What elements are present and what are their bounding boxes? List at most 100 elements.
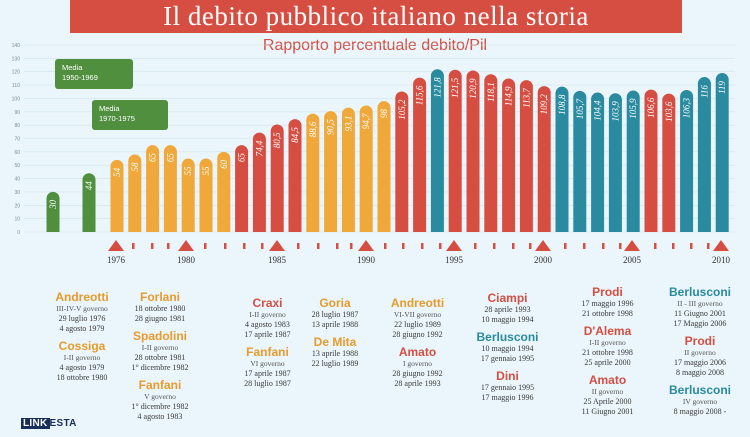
bar: 121,5 [449, 70, 462, 232]
term-date: 8 maggio 2008 [655, 368, 745, 378]
timeline-dash [619, 243, 622, 249]
prime-minister-name: Amato [370, 345, 465, 359]
timeline-dash [151, 243, 154, 249]
term-date: 28 luglio 1987 [300, 310, 370, 320]
timeline-dash [421, 243, 424, 249]
bar-value-label: 93,1 [343, 116, 353, 132]
y-axis-ticks: 0102030405060708090100110120130140 [12, 43, 21, 236]
government-number: I governo [370, 359, 465, 369]
prime-minister-name: Craxi [225, 296, 310, 310]
timeline-marker [446, 240, 462, 251]
bar-value-label: 114,9 [504, 86, 514, 106]
prime-minister-name: Berlusconi [655, 383, 745, 397]
government-number: II governo [560, 387, 655, 397]
government-number: I-II governo [110, 343, 210, 353]
term-date: 17 Maggio 2006 [655, 319, 745, 329]
term-date: 25 aprile 2000 [560, 358, 655, 368]
bar-value-label: 118,1 [486, 82, 496, 102]
prime-minister-name: Prodi [655, 334, 745, 348]
timeline-dash [317, 243, 320, 249]
bar: 121,8 [431, 69, 444, 232]
legend-period: 1970-1975 [99, 114, 161, 124]
year-label: 2000 [534, 255, 553, 265]
prime-minister-name: De Mita [300, 335, 370, 349]
timeline-dash [564, 243, 567, 249]
timeline-marker [269, 240, 285, 251]
term-date: 22 luglio 1989 [370, 320, 465, 330]
bar: 58 [128, 155, 141, 232]
bar: 105,2 [395, 91, 408, 232]
bar: 55 [182, 159, 195, 232]
year-label: 1980 [177, 255, 196, 265]
legend-period: 1950-1969 [62, 73, 126, 83]
term-date: 17 gennaio 1995 [465, 354, 550, 364]
term-date: 11 Giugno 2001 [560, 407, 655, 417]
bar-value-label: 80,5 [272, 132, 282, 148]
bar-value-label: 60 [219, 159, 229, 169]
term-date: 21 ottobre 1998 [560, 309, 655, 319]
term-date: 17 aprile 1987 [225, 369, 310, 379]
page-title: Il debito pubblico italiano nella storia [70, 0, 682, 33]
y-tick-label: 140 [12, 43, 21, 49]
timeline-dash [384, 243, 387, 249]
timeline-dash [512, 243, 515, 249]
government-column: Andreotti VI-VII governo 22 luglio 1989 28 … [370, 296, 465, 389]
term-date: 28 aprile 1993 [370, 379, 465, 389]
bar: 105,9 [627, 91, 640, 232]
legend-average-1970-1975: Media 1970-1975 [92, 100, 168, 130]
bar: 65 [235, 145, 248, 232]
term-date: 11 Giugno 2001 [655, 309, 745, 319]
bar: 103,9 [609, 93, 622, 232]
linkiesta-logo: LINK ESTA [21, 418, 77, 429]
bar-value-label: 54 [112, 167, 122, 177]
bar-value-label: 88,6 [308, 121, 318, 137]
bar-value-label: 115,6 [415, 85, 425, 105]
y-tick-label: 130 [12, 56, 21, 62]
timeline-dash [336, 243, 339, 249]
bar-value-label: 103,9 [610, 101, 620, 122]
bar-value-label: 105,2 [397, 99, 407, 120]
prime-minister-name: Spadolini [110, 329, 210, 343]
logo-box-text: LINK [21, 418, 50, 429]
government-number: II - III governo [655, 299, 745, 309]
term-date: 21 ottobre 1998 [560, 348, 655, 358]
bar-value-label: 106,3 [682, 98, 692, 119]
government-number: I-II governo [560, 338, 655, 348]
y-tick-label: 100 [12, 96, 21, 102]
bar-shape [378, 101, 391, 232]
term-date: 4 agosto 1983 [110, 412, 210, 422]
timeline-dash [224, 243, 227, 249]
bar-shape [47, 192, 60, 232]
timeline-dash [690, 243, 693, 249]
timeline-dash [654, 243, 657, 249]
prime-minister-name: Andreotti [370, 296, 465, 310]
legend-label: Media [99, 104, 161, 114]
prime-minister-name: Forlani [110, 290, 210, 304]
bar: 118,1 [484, 74, 497, 232]
timeline-dash [243, 243, 246, 249]
term-date: 13 aprile 1988 [300, 320, 370, 330]
year-label: 2005 [623, 255, 642, 265]
prime-minister-name: Fanfani [225, 345, 310, 359]
year-label: 1995 [445, 255, 464, 265]
bar: 84,5 [289, 119, 302, 232]
bar: 104,4 [591, 93, 604, 232]
government-number: IV governo [655, 397, 745, 407]
timeline-dash [167, 243, 170, 249]
bar-value-label: 119 [717, 81, 727, 94]
term-date: 25 Aprile 2000 [560, 397, 655, 407]
bar: 80,5 [271, 124, 284, 232]
timeline-dash [583, 243, 586, 249]
bar: 65 [164, 145, 177, 232]
bar-value-label: 84,5 [290, 127, 300, 143]
prime-minister-name: Berlusconi [655, 285, 745, 299]
term-date: 28 giugno 1992 [370, 330, 465, 340]
timeline-marker [108, 240, 124, 251]
government-number: II governo [655, 348, 745, 358]
bar-value-label: 98 [379, 109, 389, 119]
timeline-marker [358, 240, 374, 251]
term-date: 28 aprile 1993 [465, 305, 550, 315]
government-column: Forlani 18 ottobre 1980 28 giugno 1981 Spad… [110, 290, 210, 422]
y-tick-label: 60 [14, 150, 20, 156]
term-date: 28 luglio 1987 [225, 379, 310, 389]
